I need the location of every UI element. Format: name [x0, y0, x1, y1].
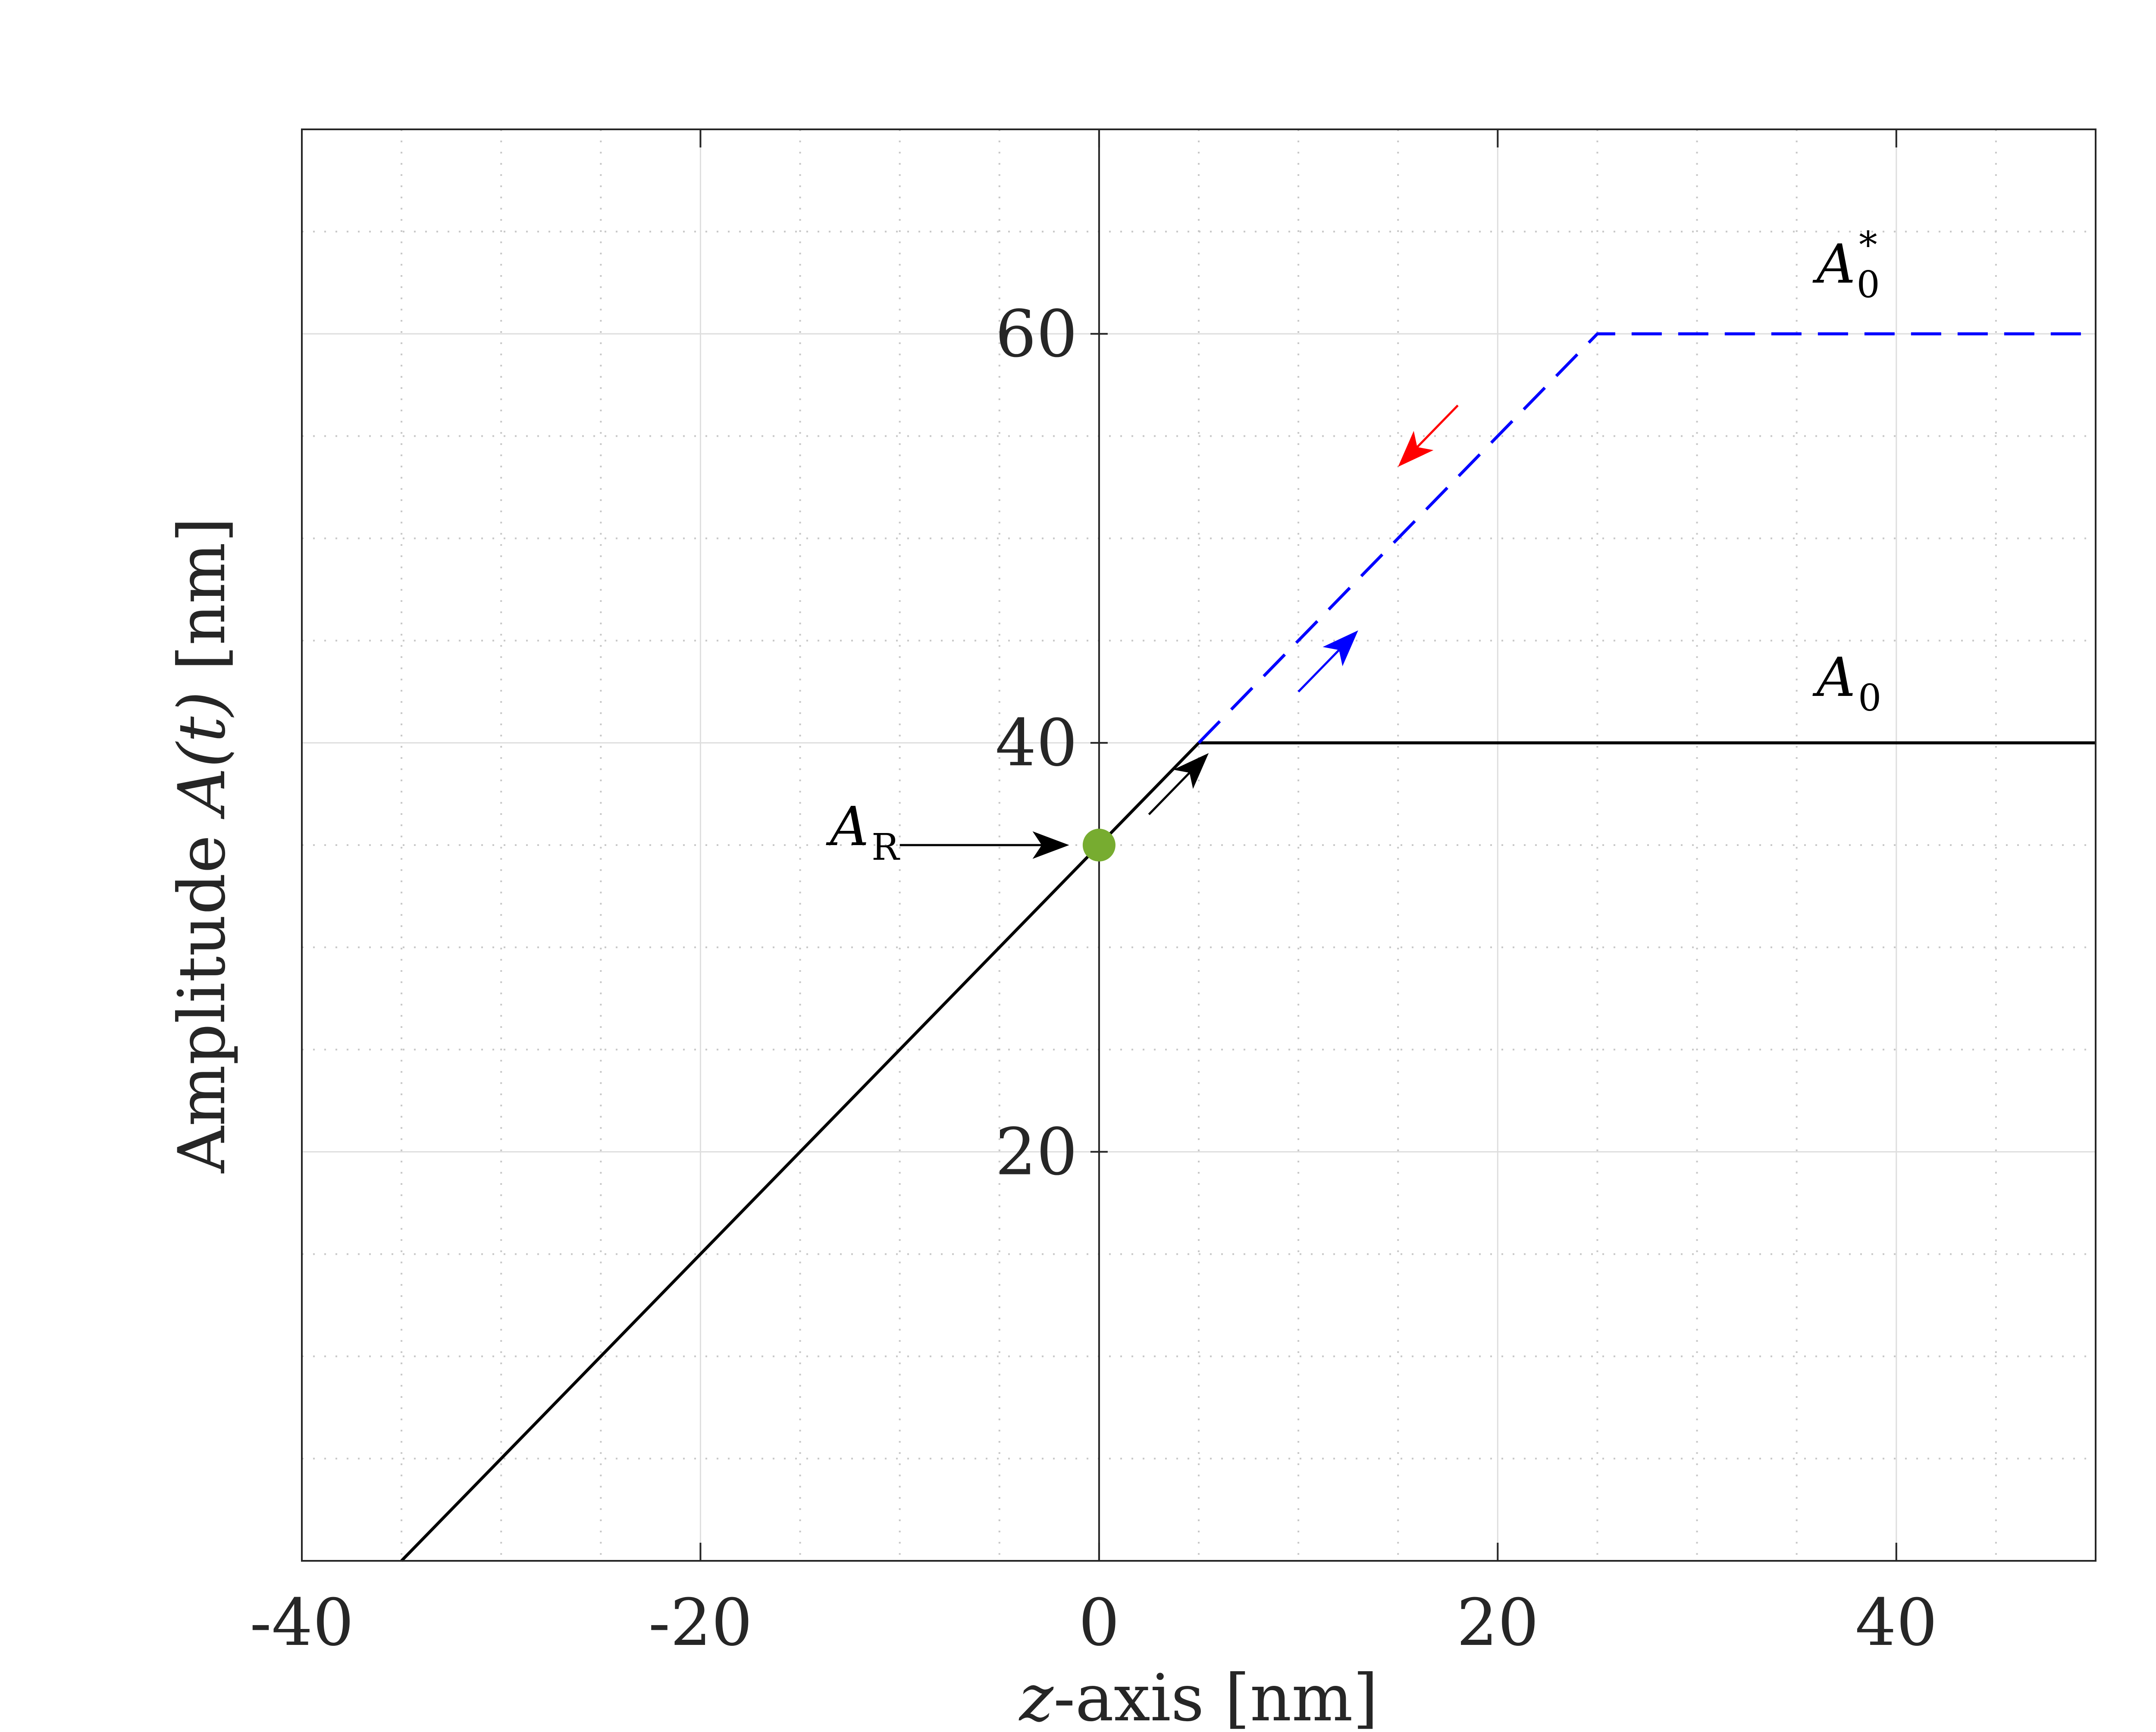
- y-tick-label: 60: [995, 297, 1078, 372]
- x-tick-label: 0: [1078, 1585, 1119, 1660]
- x-tick-label: -20: [649, 1585, 753, 1660]
- annotation-a0star: A* 0: [1812, 224, 1880, 307]
- series-group: [400, 332, 2096, 1562]
- y-tick-label: 40: [995, 706, 1078, 781]
- arrow-shaft: [1297, 649, 1340, 693]
- x-tick-label: 20: [1457, 1585, 1539, 1660]
- x-tick-label: 40: [1855, 1585, 1937, 1660]
- arrow-head: [1032, 831, 1069, 859]
- y-axis-label: Amplitude A(t) [nm]: [165, 517, 240, 1173]
- plot-frame: [301, 128, 2096, 1562]
- marker-group: [1082, 829, 1116, 861]
- ticks-group: -40 -20 0 20 40 20 40 60: [250, 129, 1937, 1660]
- annotation-a0: A0: [1812, 646, 1881, 720]
- arrow-head: [1173, 753, 1209, 789]
- arrow-shaft: [1148, 772, 1191, 815]
- y-tick-label: 20: [995, 1115, 1078, 1190]
- arrow-head: [1398, 431, 1434, 467]
- arrow-head: [1322, 630, 1358, 667]
- series-line-dashed: [1197, 332, 2096, 744]
- x-axis-label: z-axis [nm]: [1018, 1661, 1378, 1732]
- arrow-shaft: [1416, 404, 1459, 448]
- annotations-group: AR A0 A* 0: [826, 224, 1881, 869]
- annotation-ar: AR: [826, 796, 900, 869]
- arrows-group: [899, 404, 1459, 859]
- reference-point-marker: [1082, 829, 1116, 861]
- x-tick-label: -40: [250, 1585, 354, 1660]
